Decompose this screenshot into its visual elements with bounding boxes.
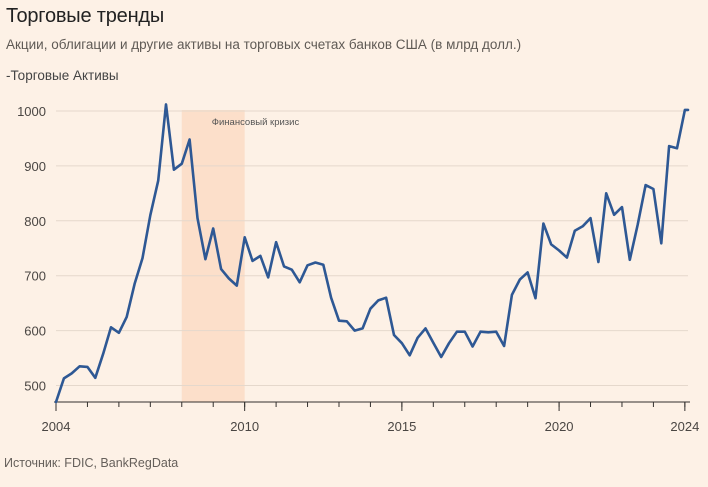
series-line-0 [54, 103, 690, 404]
y-tick-label-800: 800 [24, 214, 46, 229]
legend-entry: -Торговые Активы [6, 68, 119, 83]
x-tick-label-2010: 2010 [230, 419, 259, 434]
y-tick-label-700: 700 [24, 269, 46, 284]
x-tick-label-2020: 2020 [545, 419, 574, 434]
y-tick-label-600: 600 [24, 324, 46, 339]
y-tick-label-1000: 1000 [17, 104, 46, 119]
chart-title: Торговые тренды [6, 5, 165, 27]
chart-subtitle: Акции, облигации и другие активы на торг… [6, 37, 522, 52]
x-tick-label-2024: 2024 [670, 419, 699, 434]
source-note: Источник: FDIC, BankRegData [4, 456, 179, 470]
crisis-label: Финансовый кризис [212, 117, 300, 128]
x-tick-label-2015: 2015 [387, 419, 416, 434]
y-tick-label-900: 900 [24, 159, 46, 174]
x-tick-label-2004: 2004 [42, 419, 71, 434]
y-tick-label-500: 500 [24, 379, 46, 394]
